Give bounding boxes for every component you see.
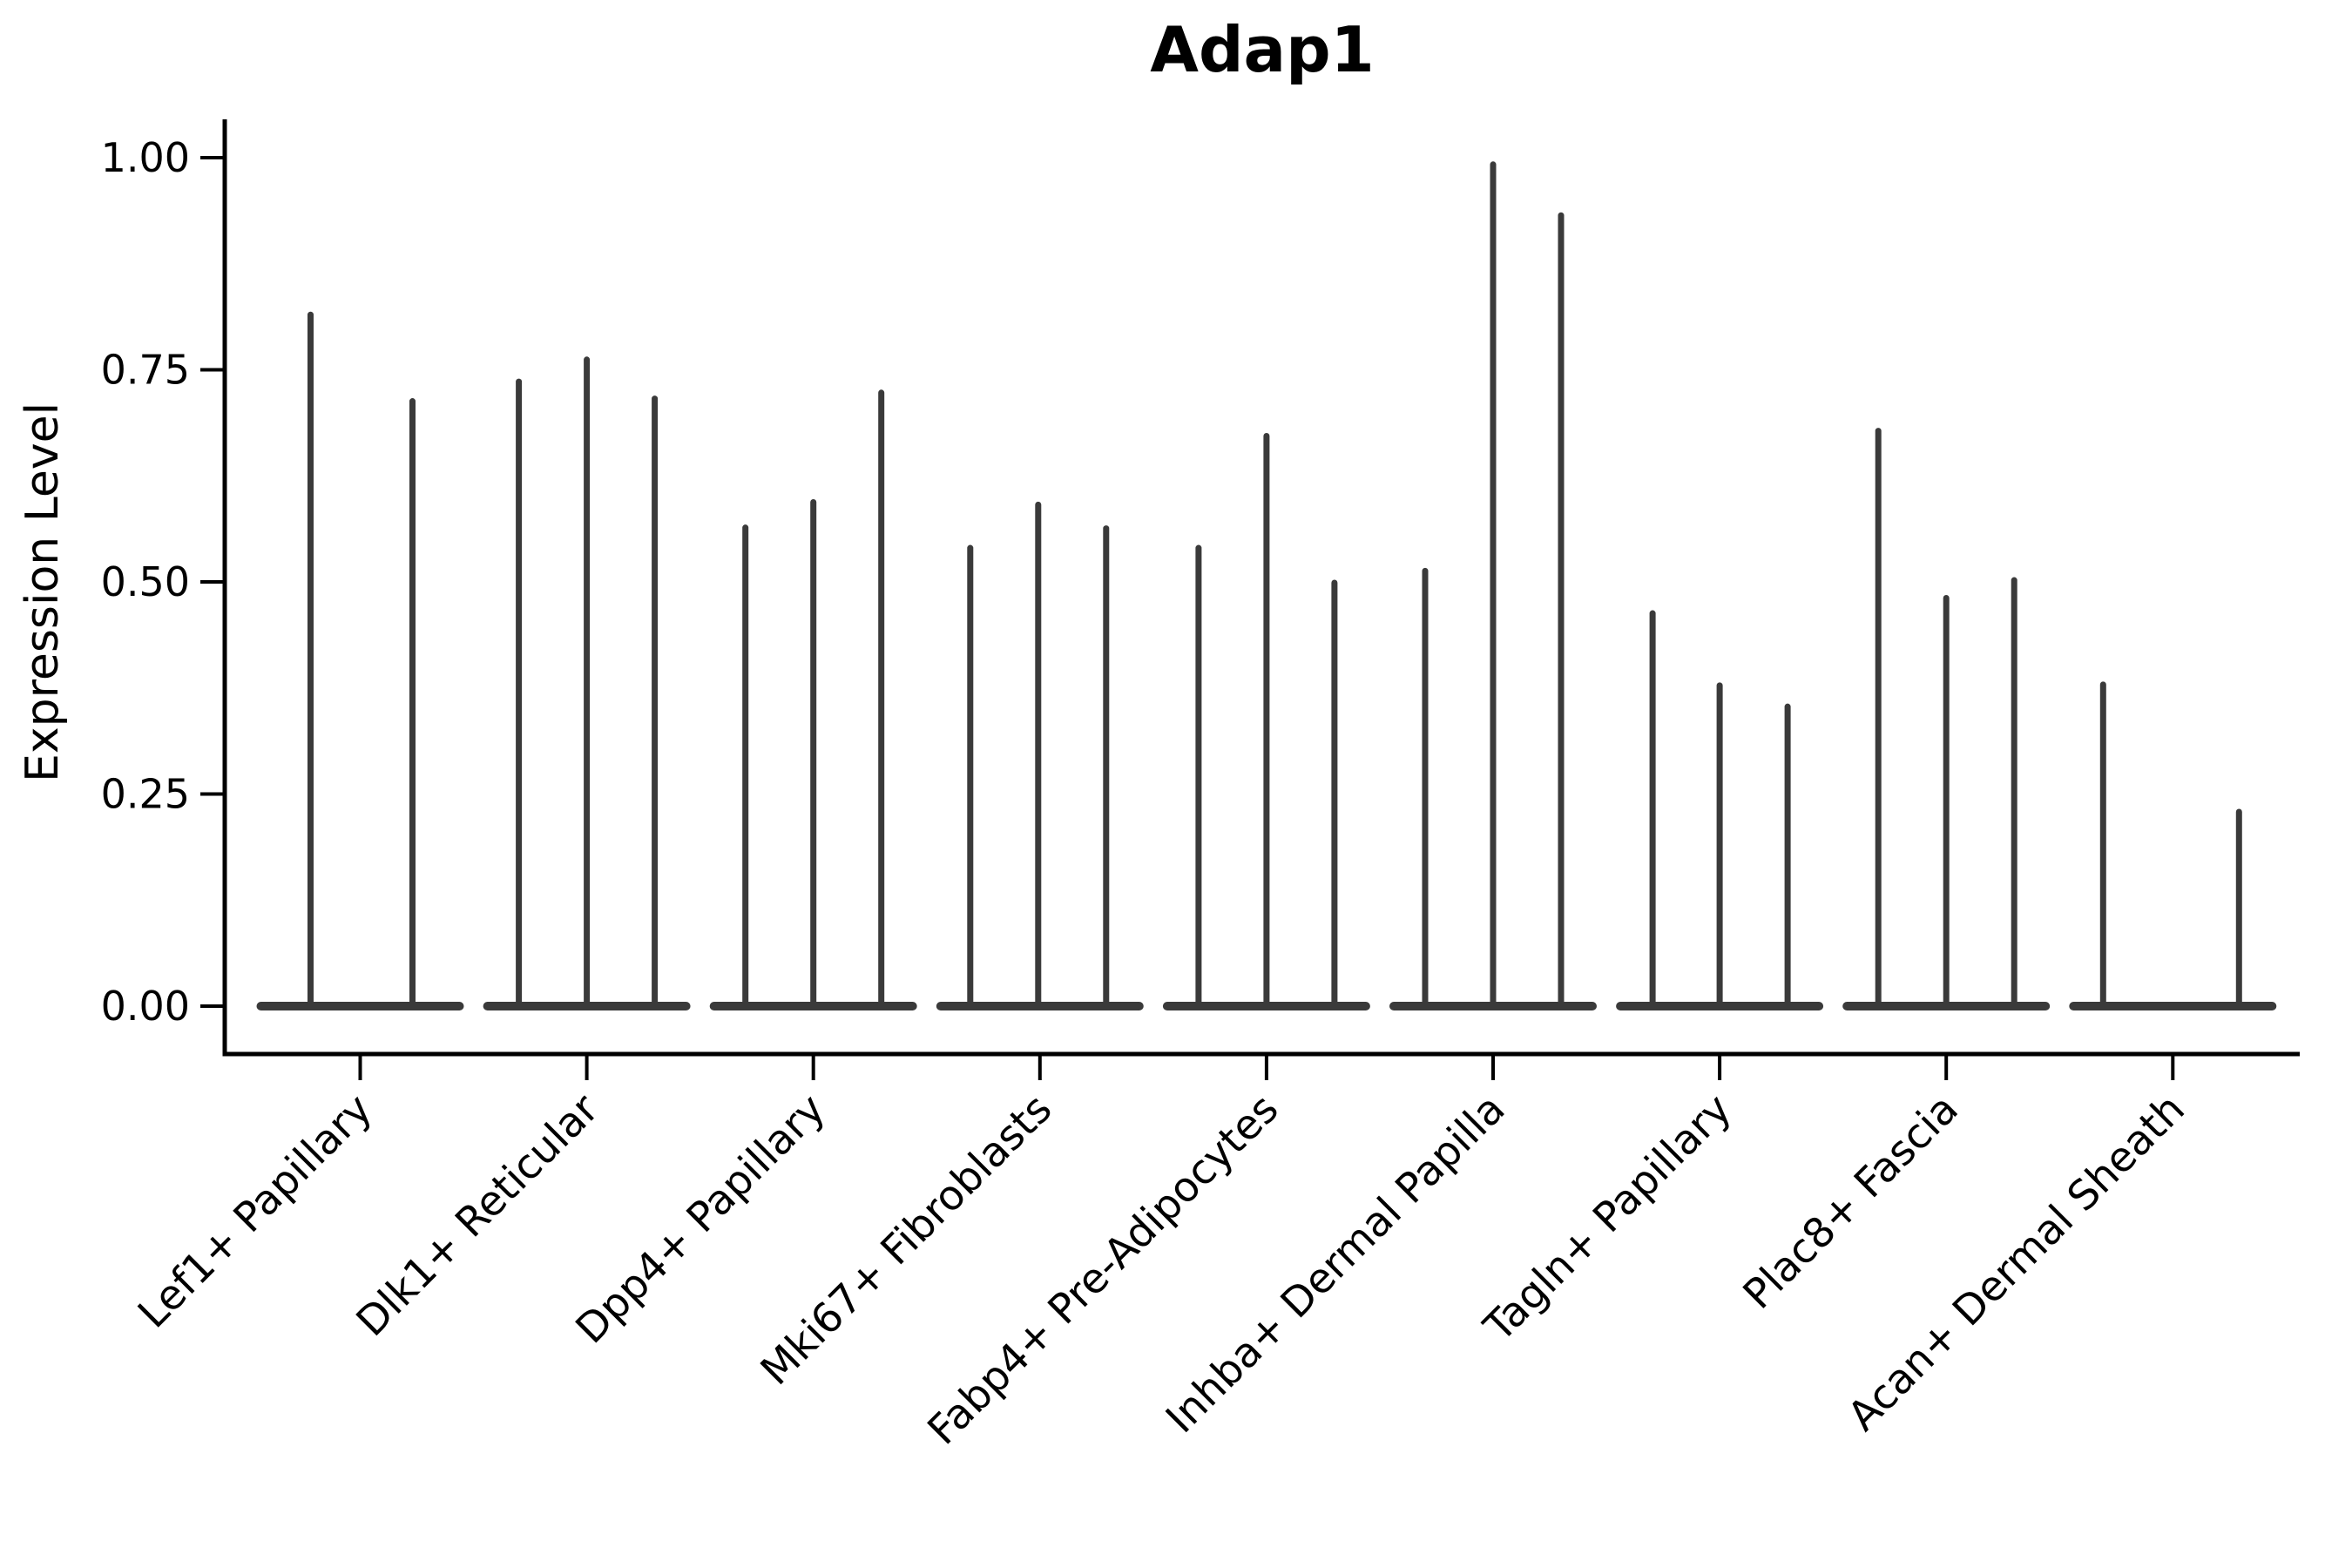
y-tick-label: 0.25 <box>101 771 190 818</box>
y-tick-label: 1.00 <box>101 134 190 181</box>
violin-group <box>709 389 917 1010</box>
violin-group <box>256 311 464 1010</box>
violin-group <box>1162 432 1370 1010</box>
x-tick-label: Dlk1+ Reticular <box>348 1085 609 1346</box>
chart-title: Adap1 <box>1150 13 1374 86</box>
y-tick-label: 0.50 <box>101 558 190 605</box>
violin-baseline <box>2069 1002 2277 1010</box>
violin-group <box>936 501 1144 1010</box>
y-axis-label: Expression Level <box>17 402 69 782</box>
x-tick-label: Dpp4+ Papillary <box>567 1085 835 1354</box>
axes <box>222 119 2300 1057</box>
violin-group <box>483 356 691 1010</box>
y-axis-ticks: 0.00 0.25 0.50 0.75 1.00 <box>101 134 225 1030</box>
x-tick-label: Lef1+ Papillary <box>129 1085 382 1338</box>
violin-baseline <box>256 1002 464 1010</box>
violin-group <box>1842 428 2051 1010</box>
violin-group <box>1616 610 1824 1010</box>
violin-groups <box>256 161 2277 1010</box>
violin-group <box>1389 161 1597 1010</box>
y-tick-label: 0.75 <box>101 347 190 394</box>
violin-group <box>2069 681 2277 1010</box>
x-tick-label: Tagln+ Papillary <box>1475 1085 1741 1352</box>
y-tick-label: 0.00 <box>101 983 190 1030</box>
x-tick-label: Plac8+ Fascia <box>1734 1085 1968 1319</box>
